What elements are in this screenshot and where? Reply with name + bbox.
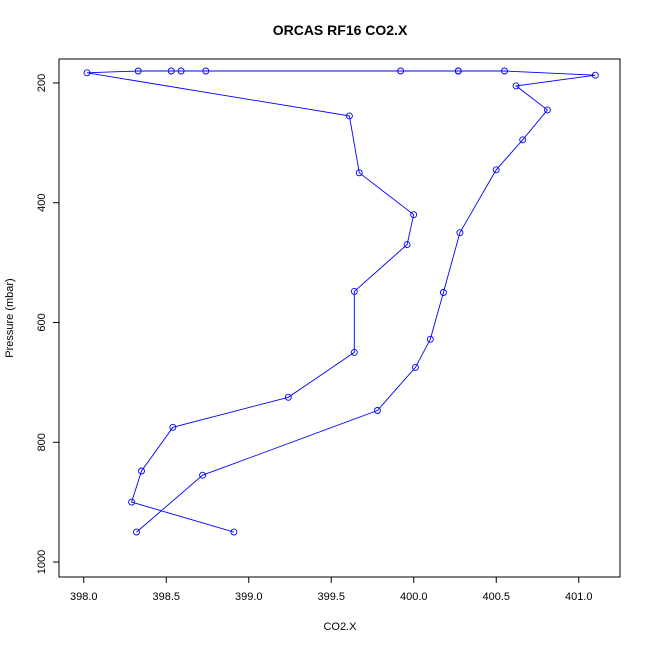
data-point bbox=[138, 467, 145, 475]
data-point bbox=[403, 241, 411, 249]
y-tick-label: 600 bbox=[36, 313, 48, 331]
y-axis: 200 400 600 800 1000 bbox=[36, 74, 60, 574]
data-point bbox=[454, 67, 462, 75]
data-point bbox=[591, 71, 599, 79]
data-point bbox=[501, 67, 508, 75]
x-tick-label: 398.5 bbox=[152, 591, 180, 603]
data-point bbox=[83, 69, 91, 77]
x-axis: 398.0 398.5 399.0 399.5 400.0 400.5 401.0 bbox=[70, 576, 593, 603]
data-point bbox=[543, 106, 551, 114]
y-tick-label: 200 bbox=[36, 74, 48, 92]
data-point bbox=[411, 363, 419, 371]
data-point bbox=[202, 67, 210, 75]
x-axis-label: CO2.X bbox=[323, 621, 357, 633]
data-point bbox=[133, 528, 140, 536]
data-point bbox=[439, 289, 447, 296]
data-point bbox=[492, 166, 500, 174]
y-tick-label: 1000 bbox=[36, 550, 48, 574]
data-point bbox=[134, 67, 142, 75]
y-axis-label: Pressure (mbar) bbox=[4, 278, 16, 357]
data-point bbox=[345, 112, 353, 120]
data-point bbox=[519, 136, 527, 144]
data-point bbox=[397, 67, 405, 75]
data-point bbox=[284, 393, 292, 401]
x-tick-label: 400.5 bbox=[482, 591, 510, 603]
y-tick-label: 800 bbox=[36, 433, 48, 451]
data-point bbox=[456, 229, 464, 237]
chart-title: ORCAS RF16 CO2.X bbox=[273, 22, 408, 38]
data-point bbox=[199, 471, 207, 479]
series-layer bbox=[83, 67, 599, 536]
data-point bbox=[410, 211, 418, 219]
data-point bbox=[350, 287, 358, 295]
data-point bbox=[169, 423, 177, 431]
data-point bbox=[426, 335, 434, 343]
data-point bbox=[177, 67, 185, 75]
data-point bbox=[128, 498, 136, 506]
x-tick-label: 401.0 bbox=[565, 591, 593, 603]
data-point bbox=[355, 169, 363, 177]
series-line bbox=[86, 70, 596, 533]
data-point bbox=[167, 67, 175, 75]
y-tick-label: 400 bbox=[36, 194, 48, 212]
data-point bbox=[512, 82, 520, 90]
plot-frame bbox=[58, 58, 621, 578]
data-point bbox=[230, 528, 238, 536]
x-tick-label: 400.0 bbox=[400, 591, 428, 603]
x-tick-label: 399.0 bbox=[235, 591, 263, 603]
data-point bbox=[350, 348, 358, 356]
x-tick-label: 399.5 bbox=[317, 591, 345, 603]
x-tick-label: 398.0 bbox=[70, 591, 98, 603]
data-point bbox=[373, 407, 381, 414]
